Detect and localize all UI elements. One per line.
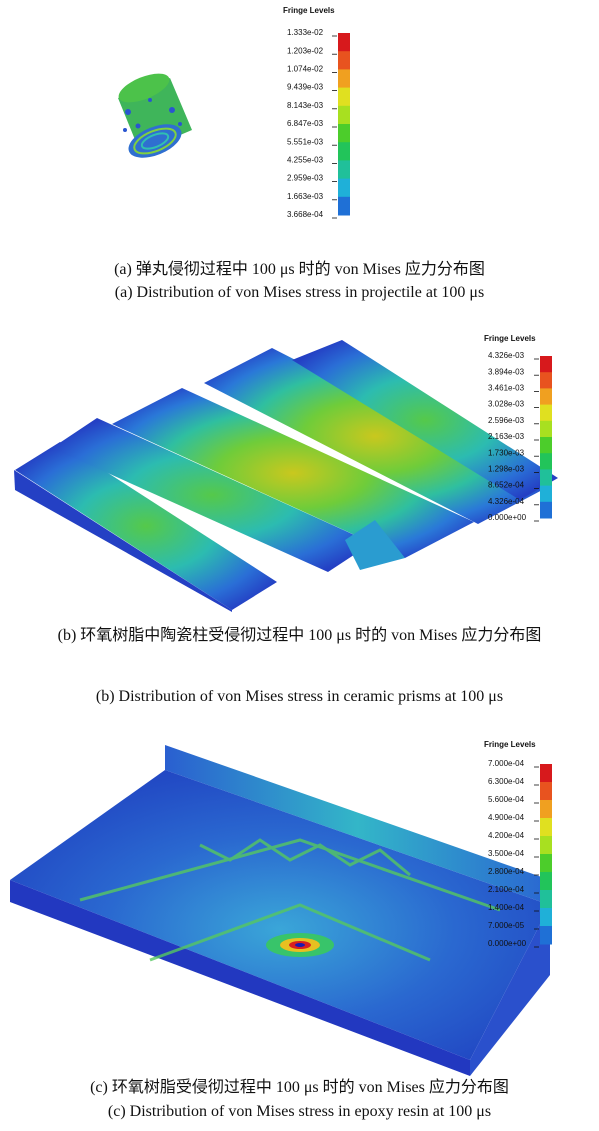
colorbar-segment bbox=[540, 502, 552, 519]
colorbar-segment bbox=[338, 142, 350, 161]
legend-level: 8.143e-03 bbox=[287, 101, 324, 110]
legend-level: 2.959e-03 bbox=[287, 174, 324, 183]
colorbar-segment bbox=[540, 908, 552, 927]
colorbar-segment bbox=[540, 872, 552, 891]
legend-level: 7.000e-05 bbox=[488, 921, 525, 930]
colorbar-segment bbox=[338, 124, 350, 143]
caption-en: (b) Distribution of von Mises stress in … bbox=[0, 688, 599, 706]
colorbar-segment bbox=[338, 69, 350, 88]
colorbar-segment bbox=[338, 33, 350, 52]
legend-level: 2.800e-04 bbox=[488, 867, 525, 876]
colorbar-segment bbox=[338, 160, 350, 179]
legend-level: 1.203e-02 bbox=[287, 46, 324, 55]
legend-level: 3.028e-03 bbox=[488, 400, 525, 409]
legend-title: Fringe Levels bbox=[283, 6, 335, 15]
legend-level: 4.255e-03 bbox=[287, 156, 324, 165]
figure: Fringe Levels 1.333e-02 1.203e-02 1.074e-02… bbox=[0, 0, 599, 1131]
legend-level: 0.000e+00 bbox=[488, 513, 527, 522]
legend-level: 7.000e-04 bbox=[488, 759, 525, 768]
legend-level: 1.400e-04 bbox=[488, 903, 525, 912]
legend-level: 9.439e-03 bbox=[287, 83, 324, 92]
colorbar-segment bbox=[540, 469, 552, 486]
colorbar-segment bbox=[540, 836, 552, 855]
colorbar-segment bbox=[540, 453, 552, 470]
legend-level: 3.894e-03 bbox=[488, 367, 525, 376]
legend-level: 4.326e-04 bbox=[488, 497, 525, 506]
colorbar-segment bbox=[540, 437, 552, 454]
colorbar-segment bbox=[540, 800, 552, 819]
legend-level: 3.461e-03 bbox=[488, 384, 525, 393]
caption-cn: (a) 弹丸侵彻过程中 100 μs 时的 von Mises 应力分布图 bbox=[0, 255, 599, 279]
legend-level: 0.000e+00 bbox=[488, 939, 527, 948]
legend-level: 3.500e-04 bbox=[488, 849, 525, 858]
colorbar-segment bbox=[338, 88, 350, 107]
legend-level: 2.163e-03 bbox=[488, 432, 525, 441]
legend-level: 8.652e-04 bbox=[488, 481, 525, 490]
legend-level: 5.600e-04 bbox=[488, 795, 525, 804]
figure-page: Fringe Levels 1.333e-02 1.203e-02 1.074e-02… bbox=[0, 0, 599, 1131]
colorbar-segment bbox=[540, 486, 552, 503]
legend-title: Fringe Levels bbox=[484, 334, 536, 343]
legend-level: 5.551e-03 bbox=[287, 137, 324, 146]
legend-level: 1.333e-02 bbox=[287, 28, 324, 37]
legend-level: 3.668e-04 bbox=[287, 210, 324, 219]
legend-level: 4.326e-03 bbox=[488, 351, 525, 360]
colorbar-segment bbox=[338, 51, 350, 70]
colorbar-segment bbox=[540, 764, 552, 783]
colorbar-segment bbox=[540, 356, 552, 373]
colorbar-segment bbox=[338, 179, 350, 198]
legend-level: 1.298e-03 bbox=[488, 465, 525, 474]
colorbar-segment bbox=[540, 854, 552, 873]
legend-level: 1.730e-03 bbox=[488, 448, 525, 457]
colorbar-segment bbox=[540, 890, 552, 909]
projectile-image bbox=[115, 68, 192, 165]
resin-image bbox=[10, 745, 550, 1076]
colorbar-segment bbox=[540, 388, 552, 405]
caption-cn: (b) 环氧树脂中陶瓷柱受侵彻过程中 100 μs 时的 von Mises 应… bbox=[12, 622, 587, 650]
legend-level: 4.900e-04 bbox=[488, 813, 525, 822]
legend-level: 2.100e-04 bbox=[488, 885, 525, 894]
colorbar-segment bbox=[338, 106, 350, 125]
caption-en: (a) Distribution of von Mises stress in … bbox=[0, 284, 599, 302]
legend-level: 6.300e-04 bbox=[488, 777, 525, 786]
colorbar-segment bbox=[540, 405, 552, 422]
caption-cn: (c) 环氧树脂受侵彻过程中 100 μs 时的 von Mises 应力分布图 bbox=[0, 1073, 599, 1097]
caption-en: (c) Distribution of von Mises stress in … bbox=[0, 1103, 599, 1121]
colorbar-segment bbox=[540, 372, 552, 389]
colorbar-segment bbox=[540, 421, 552, 438]
prisms-image bbox=[14, 340, 558, 612]
legend-level: 4.200e-04 bbox=[488, 831, 525, 840]
colorbar-segment bbox=[540, 926, 552, 945]
colorbar-segment bbox=[540, 782, 552, 801]
legend-level: 1.074e-02 bbox=[287, 65, 324, 74]
colorbar-segment bbox=[540, 818, 552, 837]
legend-level: 6.847e-03 bbox=[287, 119, 324, 128]
legend-title: Fringe Levels bbox=[484, 740, 536, 749]
colorbar-segment bbox=[338, 197, 350, 216]
legend-level: 2.596e-03 bbox=[488, 416, 525, 425]
legend-level: 1.663e-03 bbox=[287, 192, 324, 201]
